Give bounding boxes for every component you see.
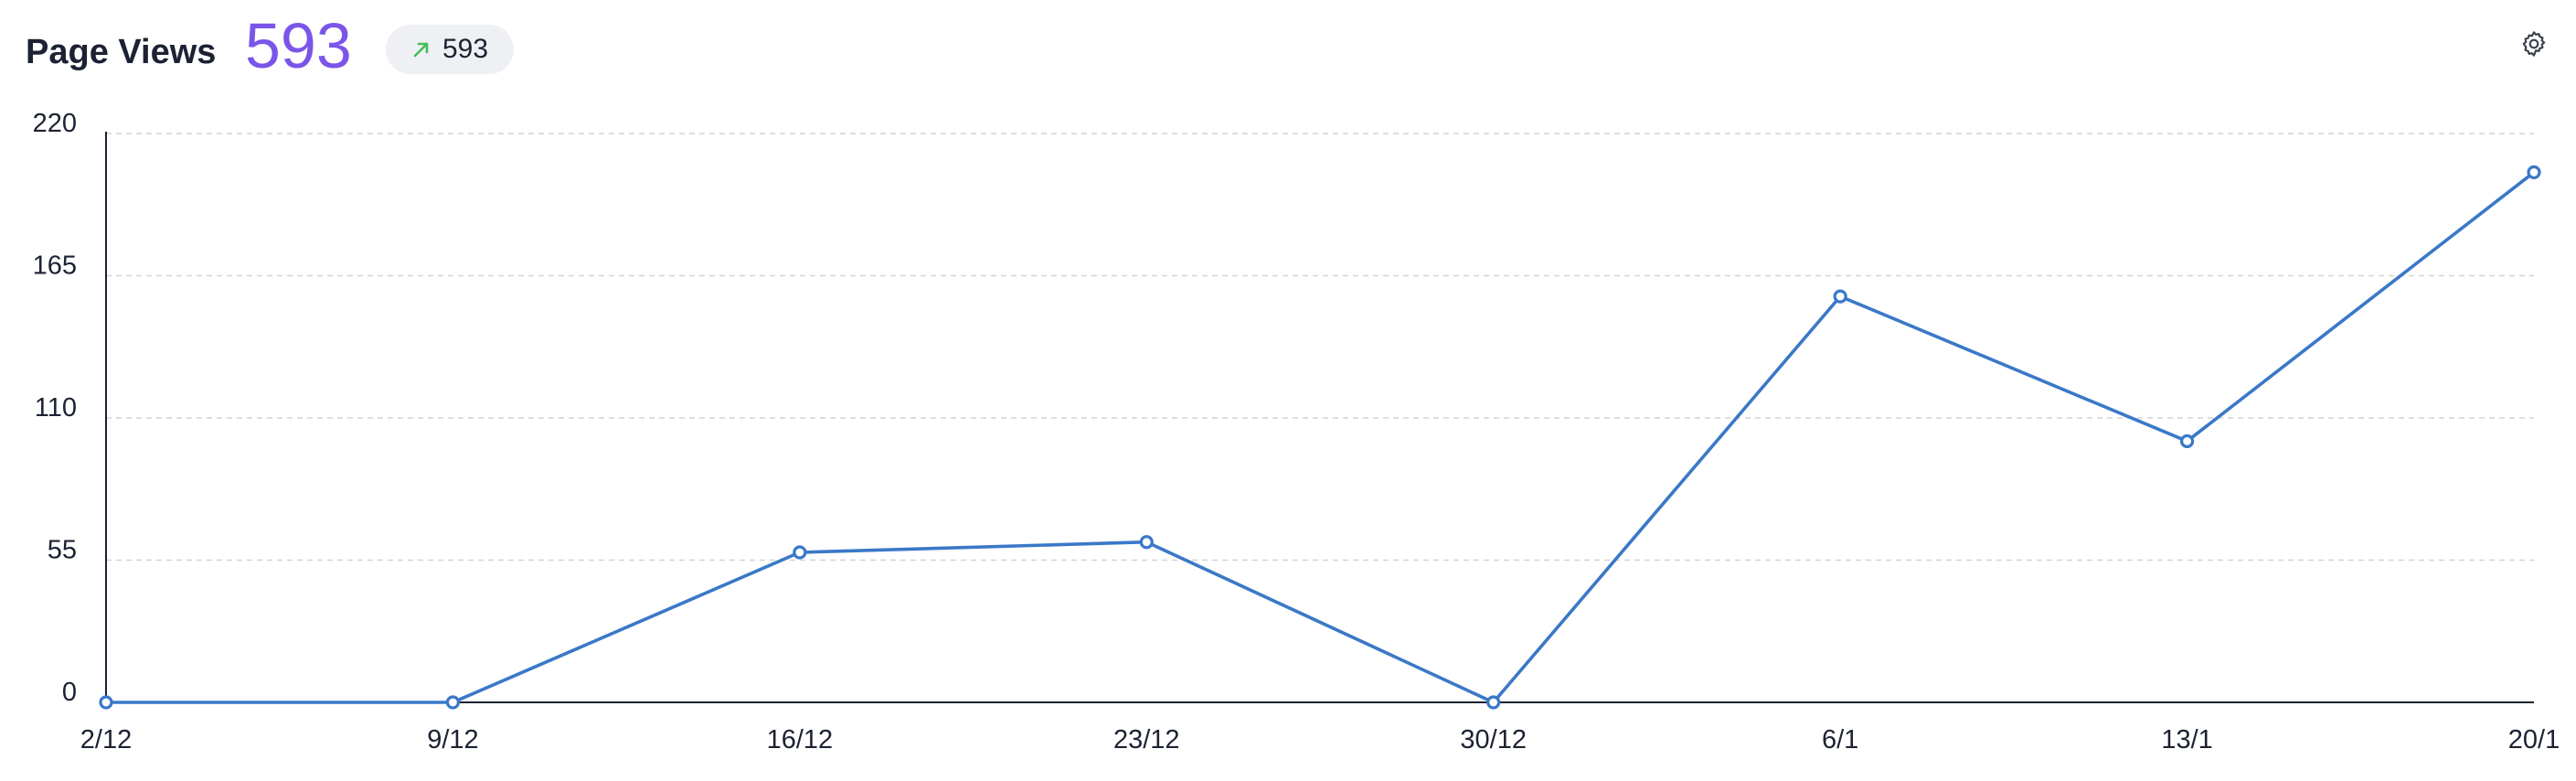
data-point — [1486, 695, 1501, 710]
x-tick-label: 9/12 — [427, 725, 478, 754]
x-tick-label: 20/1 — [2508, 725, 2560, 754]
line-chart: 0 55 110 165 220 2/12 9/12 16/12 23/12 30/12 6/1 13… — [0, 110, 2576, 781]
x-tick-label: 30/12 — [1460, 725, 1527, 754]
delta-badge: 593 — [386, 25, 514, 74]
arrow-up-right-icon — [411, 39, 431, 59]
delta-value: 593 — [442, 34, 489, 64]
data-point — [1139, 535, 1154, 550]
series-line — [106, 170, 2536, 704]
gear-icon — [2519, 29, 2549, 63]
data-point — [99, 695, 113, 710]
chart-header: Page Views 593 593 — [0, 0, 2576, 101]
data-point — [2179, 433, 2195, 449]
y-tick-label: 220 — [33, 110, 77, 138]
data-point — [2527, 165, 2541, 180]
settings-button[interactable] — [2516, 27, 2552, 64]
data-point — [793, 545, 807, 560]
y-tick-label: 55 — [48, 536, 77, 565]
data-point — [1833, 289, 1847, 304]
x-tick-label: 23/12 — [1113, 725, 1180, 754]
y-tick-label: 110 — [35, 393, 77, 423]
x-tick-label: 2/12 — [80, 725, 132, 754]
line-chart-svg: 0 55 110 165 220 2/12 9/12 16/12 23/12 30/12 6/1 13… — [33, 110, 2560, 754]
total-value: 593 — [245, 10, 352, 81]
x-tick-label: 6/1 — [1822, 725, 1858, 754]
data-point — [445, 695, 461, 710]
x-tick-label: 13/1 — [2161, 725, 2212, 754]
y-tick-label: 0 — [62, 678, 77, 707]
x-tick-label: 16/12 — [767, 725, 834, 754]
chart-title: Page Views — [26, 33, 217, 71]
y-tick-label: 165 — [33, 251, 77, 281]
